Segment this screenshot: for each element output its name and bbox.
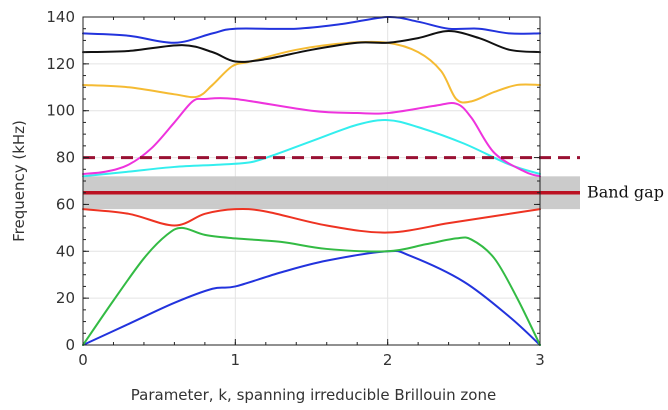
y-tick-label: 140 xyxy=(46,8,75,26)
y-tick-label: 100 xyxy=(46,102,75,120)
y-tick-label: 80 xyxy=(56,149,75,167)
y-tick-label: 40 xyxy=(56,242,75,260)
x-tick-label: 0 xyxy=(78,351,88,369)
band-curve-8 xyxy=(82,15,541,44)
x-tick-label: 3 xyxy=(535,351,545,369)
band-curve-3 xyxy=(82,207,541,234)
band-curve-5 xyxy=(82,97,541,178)
band-curve-7 xyxy=(82,30,541,63)
y-tick-label: 20 xyxy=(56,289,75,307)
y-axis-title: Frequency (kHz) xyxy=(10,120,28,242)
band-curve-1 xyxy=(82,249,541,346)
axis-ticks: 0 1 2 3 0 20 40 60 80 100 120 140 xyxy=(46,8,544,369)
y-tick-label: 0 xyxy=(65,336,75,354)
x-tick-label: 2 xyxy=(383,351,393,369)
x-tick-label: 1 xyxy=(231,351,241,369)
band-gap-label: Band gap xyxy=(587,183,664,202)
y-tick-label: 120 xyxy=(46,55,75,73)
x-axis-title: Parameter, k, spanning irreducible Brill… xyxy=(131,386,496,404)
band-curve-6 xyxy=(82,40,541,104)
annotation-lines xyxy=(83,156,580,195)
band-curve-2 xyxy=(82,226,541,346)
y-tick-label: 60 xyxy=(56,195,75,213)
dispersion-curves xyxy=(82,15,541,346)
band-curve-4 xyxy=(82,119,541,178)
